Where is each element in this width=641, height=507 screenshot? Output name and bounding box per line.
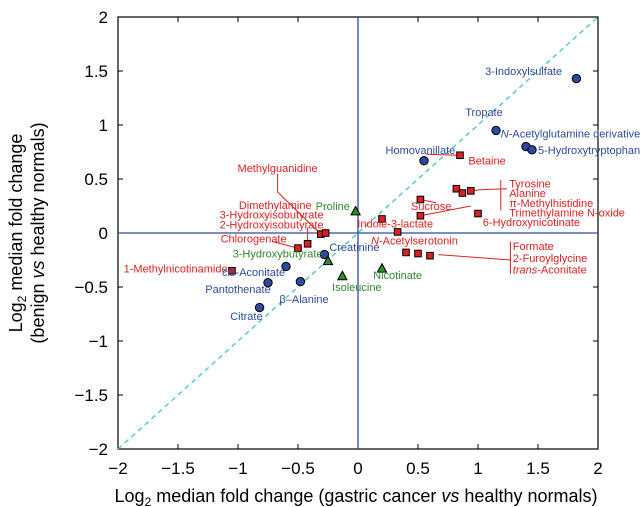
data-point-triangle <box>350 205 362 216</box>
y-axis-title: Log2 median fold change (benign vs healt… <box>6 122 48 343</box>
point-label: cis-Aconitate <box>222 267 285 279</box>
data-point-square <box>303 240 312 248</box>
point-label: 2-Hydroxyisobutyrate <box>220 219 324 231</box>
point-label: Homovanillate <box>386 145 456 157</box>
point-label: Citrate <box>230 311 262 323</box>
x-tick-label: 0.5 <box>406 459 430 478</box>
point-label: 5-Hydroxytryptophan <box>538 145 640 157</box>
data-point-circle <box>319 249 330 260</box>
data-point-triangle <box>322 255 334 266</box>
data-point-square <box>321 229 330 237</box>
point-label: Pantothenate <box>205 284 270 296</box>
x-tick-label: −1.5 <box>161 459 195 478</box>
point-label: π-Methylhistidine <box>509 198 593 210</box>
x-tick-label: 0 <box>353 459 362 478</box>
point-label: trans-Aconitate <box>513 265 587 277</box>
data-point-square <box>228 267 236 275</box>
point-label: Tyrosine <box>509 178 551 190</box>
y-tick-label: 2 <box>99 8 108 27</box>
point-label: Chlorogenate <box>221 233 287 245</box>
y-tick-label: 1 <box>99 116 108 135</box>
data-point-square <box>414 249 422 258</box>
point-label: Betaine <box>468 156 505 168</box>
point-label: Dimethylamine <box>239 200 312 212</box>
point-label: Formate <box>513 241 554 253</box>
point-label: Nicotinate <box>373 270 422 282</box>
x-tick-label: −1 <box>228 459 247 478</box>
point-label: Indole-3-lactate <box>357 218 433 230</box>
data-point-circle <box>295 276 306 287</box>
data-point-circle <box>419 155 429 166</box>
y-tick-label: −0.5 <box>74 278 108 297</box>
data-point-square <box>402 248 410 257</box>
y-tick-label: −2 <box>89 440 108 459</box>
point-label: Trimethylamine N-oxide <box>509 207 625 219</box>
point-label: β–Alanine <box>279 294 328 306</box>
point-label: 3-Indoxylsulfate <box>485 66 562 78</box>
data-point-square <box>378 215 386 223</box>
y-tick-label: −1.5 <box>74 386 108 405</box>
x-tick-label: 2 <box>593 459 602 478</box>
data-point-circle <box>491 125 501 136</box>
point-label: Alanine <box>509 188 546 200</box>
point-label: Tropate <box>465 107 503 119</box>
point-label: 2-Furoylglycine <box>513 253 588 265</box>
point-label: Creatinine <box>329 242 379 254</box>
point-label: 3-Hydroxybutyrate <box>233 249 323 261</box>
label-leader-line <box>438 254 511 261</box>
x-tick-label: −2 <box>108 459 127 478</box>
label-leader-line <box>277 173 322 235</box>
data-point-square <box>456 151 464 160</box>
label-leader-line <box>272 241 299 249</box>
label-leader-line <box>420 205 471 217</box>
point-label: 3-Hydroxyisobutyrate <box>220 210 324 222</box>
x-tick-label: −0.5 <box>281 459 315 478</box>
data-point-square <box>294 244 302 252</box>
point-label: Isoleucine <box>332 282 382 294</box>
data-point-triangle <box>376 262 388 273</box>
point-label: 1-Methylnicotinamide <box>124 264 228 276</box>
data-point-circle <box>254 302 265 313</box>
data-point-square <box>474 209 482 218</box>
data-point-circle <box>571 73 582 84</box>
point-label: Methylguanidine <box>238 163 318 175</box>
point-label: 6-Hydroxynicotinate <box>483 217 580 229</box>
data-point-square <box>393 228 402 236</box>
data-point-circle <box>281 261 291 272</box>
x-tick-label: 1.5 <box>526 459 550 478</box>
y-tick-label: 0 <box>99 224 108 243</box>
y-tick-label: 1.5 <box>84 62 108 81</box>
y-tick-label: −1 <box>89 332 108 351</box>
data-point-circle <box>527 145 537 155</box>
label-leader-line <box>470 188 507 192</box>
data-point-square <box>467 187 475 195</box>
data-point-square <box>416 195 425 204</box>
x-axis-title: Log2 median fold change (gastric cancer … <box>115 486 598 507</box>
data-point-square <box>458 189 467 197</box>
point-label: Sucrose <box>411 201 451 213</box>
label-leader-line <box>426 153 457 156</box>
data-point-square <box>452 184 461 193</box>
svg-text:Log2 median fold change: Log2 median fold change <box>6 134 29 333</box>
point-label: Proline <box>316 201 350 213</box>
data-point-square <box>416 211 425 220</box>
plot-area: −2 −1.5 −1 −0.5 0 0.5 1 1.5 2 −2 −1.5 −1 −0.5 0 0.5 1 1.… <box>74 8 640 478</box>
y-tick-label: 0.5 <box>84 170 108 189</box>
data-point-triangle <box>336 270 348 281</box>
point-label: N-Acetylglutamine derivative <box>501 129 640 141</box>
svg-text:(benign vs healthy normals): (benign vs healthy normals) <box>28 122 48 343</box>
data-point-square <box>426 251 434 260</box>
x-tick-label: 1 <box>473 459 482 478</box>
data-point-circle <box>263 277 273 288</box>
point-label: N-Acetylserotonin <box>371 236 458 248</box>
